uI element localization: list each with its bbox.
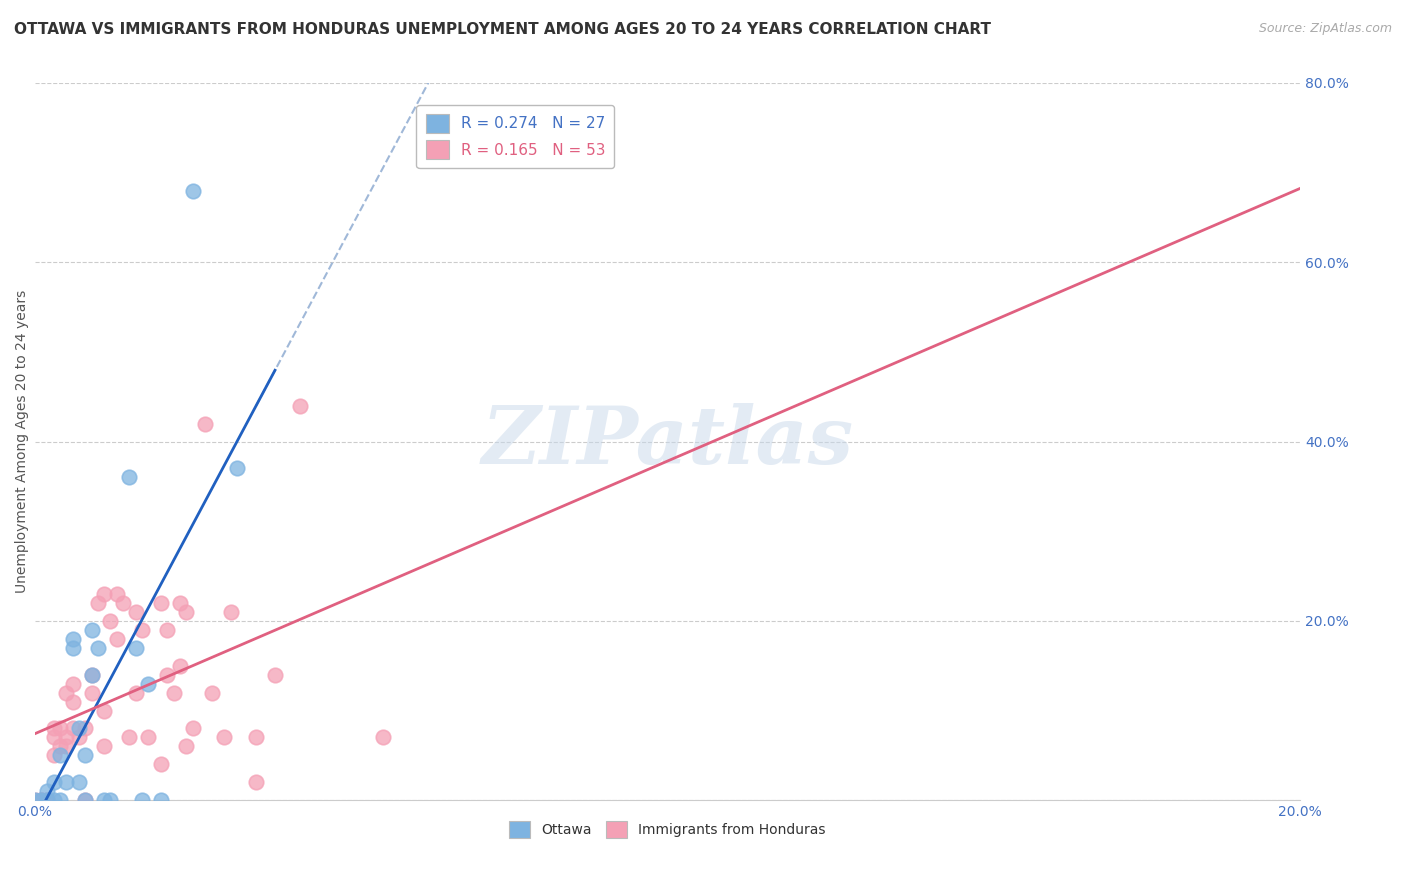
Point [80, 667, 103, 681]
Point [150, 757, 173, 772]
Point [49, 722, 72, 736]
Point [67, 722, 90, 736]
Point [176, 739, 198, 754]
Point [87, 640, 110, 655]
Point [169, 596, 191, 610]
Point [125, 640, 148, 655]
Point [62, 640, 84, 655]
Point [131, 793, 153, 807]
Point [163, 685, 186, 699]
Point [24, 793, 46, 807]
Point [194, 417, 217, 431]
Point [49, 739, 72, 754]
Point [80, 685, 103, 699]
Point [30, 793, 52, 807]
Point [75, 722, 97, 736]
Point [62, 722, 84, 736]
Point [219, 605, 242, 619]
Point [105, 587, 128, 601]
Point [55, 775, 77, 789]
Point [42, 793, 65, 807]
Point [245, 775, 267, 789]
Point [105, 632, 128, 646]
Point [55, 739, 77, 754]
Point [24, 793, 46, 807]
Point [131, 623, 153, 637]
Point [118, 470, 141, 484]
Point [75, 793, 97, 807]
Point [42, 748, 65, 763]
Point [49, 793, 72, 807]
Point [156, 623, 179, 637]
Point [62, 676, 84, 690]
Point [150, 596, 173, 610]
Point [125, 605, 148, 619]
Point [93, 704, 115, 718]
Point [75, 748, 97, 763]
Text: ZIPatlas: ZIPatlas [481, 403, 853, 480]
Point [67, 775, 90, 789]
Text: OTTAWA VS IMMIGRANTS FROM HONDURAS UNEMPLOYMENT AMONG AGES 20 TO 24 YEARS CORREL: OTTAWA VS IMMIGRANTS FROM HONDURAS UNEMP… [14, 22, 991, 37]
Point [37, 793, 59, 807]
Point [125, 685, 148, 699]
Point [42, 775, 65, 789]
Point [75, 793, 97, 807]
Point [42, 731, 65, 745]
Point [93, 587, 115, 601]
Point [55, 685, 77, 699]
Point [181, 722, 204, 736]
Point [37, 793, 59, 807]
Point [93, 793, 115, 807]
Point [176, 605, 198, 619]
Point [30, 793, 52, 807]
Point [62, 695, 84, 709]
Point [118, 731, 141, 745]
Point [100, 614, 122, 628]
Point [371, 731, 394, 745]
Point [226, 461, 249, 475]
Point [156, 667, 179, 681]
Point [245, 731, 267, 745]
Point [201, 685, 224, 699]
Point [67, 731, 90, 745]
Point [80, 667, 103, 681]
Point [100, 793, 122, 807]
Point [30, 793, 52, 807]
Text: Source: ZipAtlas.com: Source: ZipAtlas.com [1258, 22, 1392, 36]
Point [138, 676, 160, 690]
Point [87, 596, 110, 610]
Point [214, 731, 236, 745]
Point [264, 667, 287, 681]
Legend: Ottawa, Immigrants from Honduras: Ottawa, Immigrants from Honduras [503, 815, 831, 844]
Point [290, 399, 312, 413]
Point [80, 623, 103, 637]
Y-axis label: Unemployment Among Ages 20 to 24 years: Unemployment Among Ages 20 to 24 years [15, 290, 30, 593]
Point [169, 658, 191, 673]
Point [55, 731, 77, 745]
Point [138, 731, 160, 745]
Point [42, 722, 65, 736]
Point [93, 739, 115, 754]
Point [181, 184, 204, 198]
Point [37, 793, 59, 807]
Point [49, 748, 72, 763]
Point [112, 596, 135, 610]
Point [37, 784, 59, 798]
Point [150, 793, 173, 807]
Point [62, 632, 84, 646]
